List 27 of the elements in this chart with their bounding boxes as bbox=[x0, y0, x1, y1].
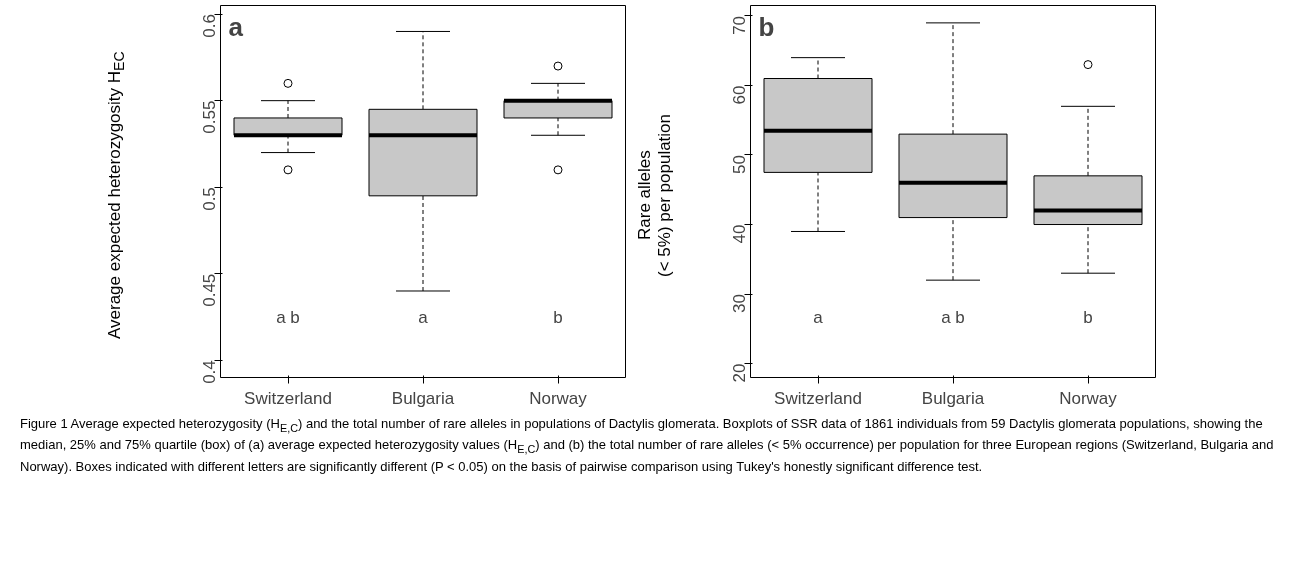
y-tick-label: 20 bbox=[730, 363, 750, 383]
chart-title: a bbox=[228, 11, 244, 42]
chart-title: b bbox=[758, 11, 775, 42]
annotation: a bbox=[418, 308, 429, 327]
x-tick-label: Bulgaria bbox=[391, 388, 455, 408]
y-tick-label: 50 bbox=[730, 154, 750, 174]
y-tick-label: 0.4 bbox=[200, 360, 220, 384]
y-tick-label: 30 bbox=[730, 294, 750, 313]
x-tick-label: Norway bbox=[1059, 388, 1118, 408]
annotation: b bbox=[553, 308, 563, 327]
y-tick-label: 0.55 bbox=[200, 100, 220, 134]
caption: Figure 1 Average expected heterozygosity (H$_{E,C}$) and the total number of rare alleles in populations of Dactylis glomerata. Boxplots of SSR data of 1861 individuals from 59 Dactylis glomerata populations, showing the median, 25% and 75% quartile (box) of (a) average expected heterozygosity values (H$_{E,C}$) and (b) the total number of rare alleles (< 5% occurrence) per population for three European regions (Switzerland, Bulgaria and Norway). Boxes indicated with different letters are significantly different (P < 0.05) on the basis of pairwise comparison using Tukey's honestly significant difference test. bbox=[20, 415, 1275, 476]
y-tick-label: 60 bbox=[730, 85, 750, 105]
y-tick-label: 40 bbox=[730, 224, 750, 244]
y-axis-title: Rare alleles (< 5%) per population bbox=[635, 113, 676, 277]
annotation: b bbox=[1083, 308, 1093, 327]
x-tick-label: Switzerland bbox=[244, 388, 332, 408]
y-tick-label: 0.5 bbox=[200, 187, 220, 211]
annotation: a b bbox=[941, 308, 965, 327]
y-tick-label: 0.6 bbox=[200, 14, 220, 38]
x-tick-label: Switzerland bbox=[774, 388, 862, 408]
annotation: a bbox=[813, 308, 824, 327]
x-tick-label: Bulgaria bbox=[921, 388, 985, 408]
y-tick-label: 0.45 bbox=[200, 273, 220, 307]
x-tick-label: Norway bbox=[529, 388, 588, 408]
annotation: a b bbox=[276, 308, 300, 327]
y-tick-label: 70 bbox=[730, 15, 750, 35]
